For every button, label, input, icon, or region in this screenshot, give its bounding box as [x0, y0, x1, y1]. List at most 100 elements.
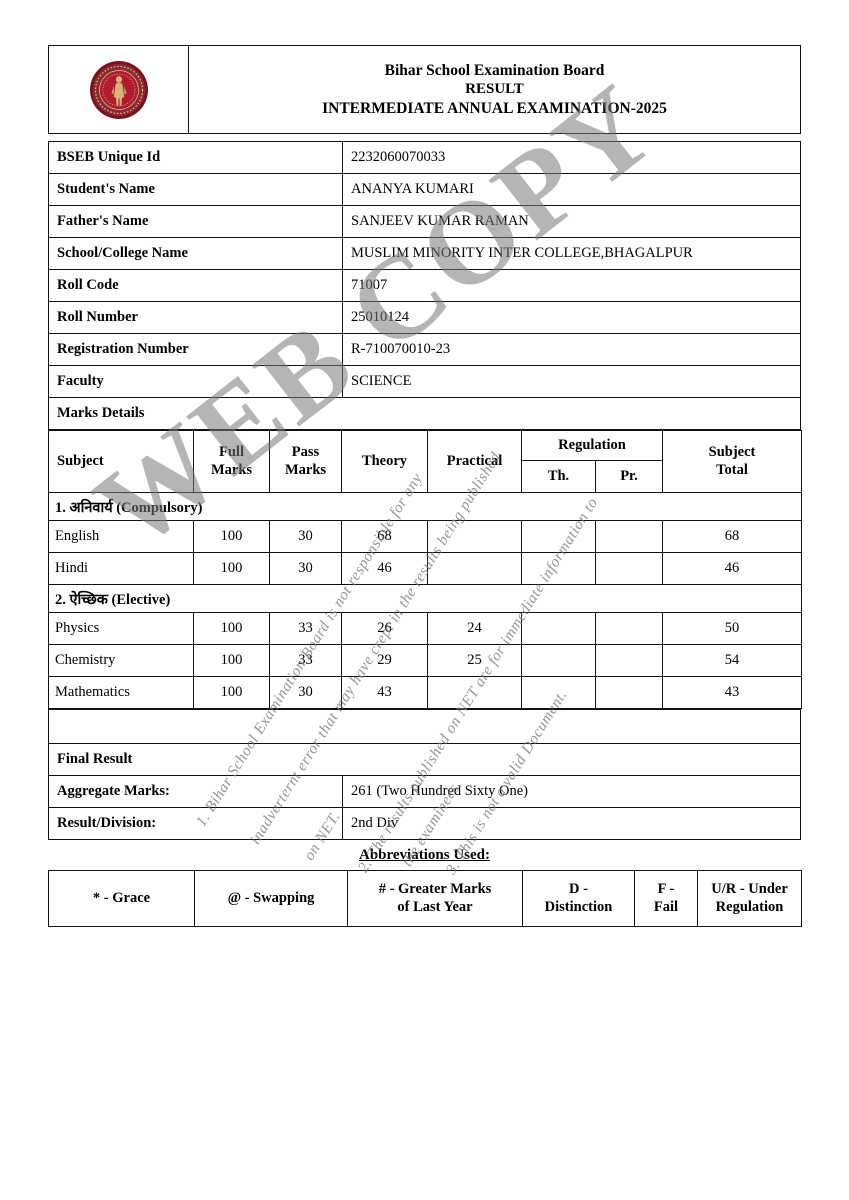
regulation-th-hindi — [521, 552, 596, 585]
info-label-father-name: Father's Name — [48, 205, 343, 238]
practical-marks-physics: 24 — [427, 612, 522, 645]
regulation-pr-hindi — [594, 552, 664, 585]
info-value-bseb-unique-id: 2232060070033 — [342, 141, 801, 174]
header-band: Bihar School Examination Board RESULT IN… — [48, 45, 801, 134]
result-document: Bihar School Examination Board RESULT IN… — [47, 45, 803, 927]
info-value-registration-number: R-710070010-23 — [342, 333, 801, 366]
subject-total-line2: Total — [716, 461, 748, 478]
regulation-th-chemistry — [521, 644, 596, 677]
title-line-exam: INTERMEDIATE ANNUAL EXAMINATION-2025 — [322, 99, 667, 117]
theory-marks-chemistry: 29 — [341, 644, 428, 677]
result-division-value: 2nd Div — [342, 807, 801, 840]
practical-marks-hindi — [427, 552, 522, 585]
regulation-th-english — [521, 520, 596, 553]
theory-marks-mathematics: 43 — [341, 676, 428, 709]
abbreviation-greater-marks: # - Greater Marks of Last Year — [347, 870, 523, 927]
abbreviation-fail-line1: F - — [657, 881, 675, 898]
section-heading-row: 1. अनिवार्य (Compulsory) — [47, 492, 803, 521]
pass-marks-physics: 33 — [269, 612, 342, 645]
subject-total-mathematics: 43 — [662, 676, 803, 709]
table-row: Faculty SCIENCE — [48, 365, 801, 398]
full-marks-hindi: 100 — [193, 552, 270, 585]
table-row: Physics 100 33 26 24 50 — [48, 612, 803, 645]
col-header-regulation-th: Th. — [521, 460, 596, 493]
section-heading-compulsory: 1. अनिवार्य (Compulsory) — [47, 492, 803, 521]
pass-marks-hindi: 30 — [269, 552, 342, 585]
spacer-row — [48, 709, 801, 744]
col-header-theory: Theory — [341, 430, 428, 493]
regulation-pr-english — [594, 520, 664, 553]
abbreviations-title: Abbreviations Used: — [359, 846, 490, 863]
col-header-regulation: Regulation — [520, 430, 664, 461]
pass-marks-line1: Pass — [291, 444, 320, 461]
theory-marks-hindi: 46 — [341, 552, 428, 585]
marks-table: Subject Full Marks Pass Marks Theory Pra… — [47, 430, 803, 709]
aggregate-marks-label: Aggregate Marks: — [48, 775, 343, 808]
col-header-subject-total: Subject Total — [662, 430, 803, 493]
division-row: Result/Division: 2nd Div — [48, 807, 801, 840]
marks-header-row-1: Subject Full Marks Pass Marks Theory Pra… — [48, 430, 803, 493]
final-result-heading-row: Final Result — [48, 743, 801, 776]
theory-marks-physics: 26 — [341, 612, 428, 645]
info-value-faculty: SCIENCE — [342, 365, 801, 398]
document-title: Bihar School Examination Board RESULT IN… — [188, 45, 801, 134]
table-row: Student's Name ANANYA KUMARI — [48, 173, 801, 206]
abbreviations-table: * - Grace @ - Swapping # - Greater Marks… — [48, 870, 802, 927]
result-division-label: Result/Division: — [48, 807, 343, 840]
abbreviation-grace-line1: * - Grace — [92, 889, 151, 906]
subject-total-english: 68 — [662, 520, 803, 553]
pass-marks-chemistry: 33 — [269, 644, 342, 677]
info-label-school-name: School/College Name — [48, 237, 343, 270]
info-value-roll-code: 71007 — [342, 269, 801, 302]
info-value-roll-number: 25010124 — [342, 301, 801, 334]
subject-name-chemistry: Chemistry — [48, 644, 194, 677]
regulation-pr-physics — [594, 612, 664, 645]
abbreviation-under-regulation-line1: U/R - Under — [711, 881, 788, 898]
info-label-bseb-unique-id: BSEB Unique Id — [48, 141, 343, 174]
info-label-roll-number: Roll Number — [48, 301, 343, 334]
subject-total-hindi: 46 — [662, 552, 803, 585]
abbreviations-title-wrap: Abbreviations Used: — [48, 840, 801, 870]
full-marks-physics: 100 — [193, 612, 270, 645]
regulation-pr-mathematics — [594, 676, 664, 709]
info-label-registration-number: Registration Number — [48, 333, 343, 366]
marks-header-row-2: Th. Pr. — [49, 460, 802, 493]
abbreviation-swapping-line1: @ - Swapping — [227, 889, 315, 906]
table-row: BSEB Unique Id 2232060070033 — [48, 141, 801, 174]
info-label-student-name: Student's Name — [48, 173, 343, 206]
full-marks-line2: Marks — [210, 461, 253, 478]
table-row: English 100 30 68 68 — [48, 520, 803, 553]
marks-details-row: Marks Details — [48, 397, 801, 430]
abbreviations-row: * - Grace @ - Swapping # - Greater Marks… — [48, 870, 802, 927]
pass-marks-line2: Marks — [284, 461, 327, 478]
col-header-practical: Practical — [427, 430, 522, 493]
header-row: Bihar School Examination Board RESULT IN… — [48, 45, 801, 134]
section-heading-elective: 2. ऐच्छिक (Elective) — [47, 584, 803, 613]
pass-marks-english: 30 — [269, 520, 342, 553]
abbreviation-greater-marks-line1: # - Greater Marks — [378, 881, 492, 898]
title-line-board: Bihar School Examination Board — [384, 61, 605, 79]
title-line-result: RESULT — [465, 81, 524, 98]
col-header-full-marks: Full Marks — [193, 430, 270, 493]
practical-marks-mathematics — [427, 676, 522, 709]
table-row: School/College Name MUSLIM MINORITY INTE… — [48, 237, 801, 270]
table-row: Roll Number 25010124 — [48, 301, 801, 334]
col-header-pass-marks: Pass Marks — [269, 430, 342, 493]
info-value-school-name: MUSLIM MINORITY INTER COLLEGE,BHAGALPUR — [342, 237, 801, 270]
abbreviation-distinction-line1: D - — [569, 881, 588, 898]
regulation-pr-chemistry — [594, 644, 664, 677]
subject-total-line1: Subject — [708, 444, 756, 461]
col-header-subject: Subject — [48, 430, 194, 493]
full-marks-chemistry: 100 — [193, 644, 270, 677]
full-marks-english: 100 — [193, 520, 270, 553]
final-result-table: Final Result Aggregate Marks: 261 (Two H… — [48, 709, 801, 840]
full-marks-mathematics: 100 — [193, 676, 270, 709]
abbreviations-title-cell: Abbreviations Used: — [48, 840, 801, 870]
marks-details-heading: Marks Details — [48, 397, 801, 430]
info-value-father-name: SANJEEV KUMAR RAMAN — [342, 205, 801, 238]
info-value-student-name: ANANYA KUMARI — [342, 173, 801, 206]
final-result-heading: Final Result — [48, 743, 801, 776]
aggregate-marks-row: Aggregate Marks: 261 (Two Hundred Sixty … — [48, 775, 801, 808]
table-row: Father's Name SANJEEV KUMAR RAMAN — [48, 205, 801, 238]
subject-name-english: English — [48, 520, 194, 553]
